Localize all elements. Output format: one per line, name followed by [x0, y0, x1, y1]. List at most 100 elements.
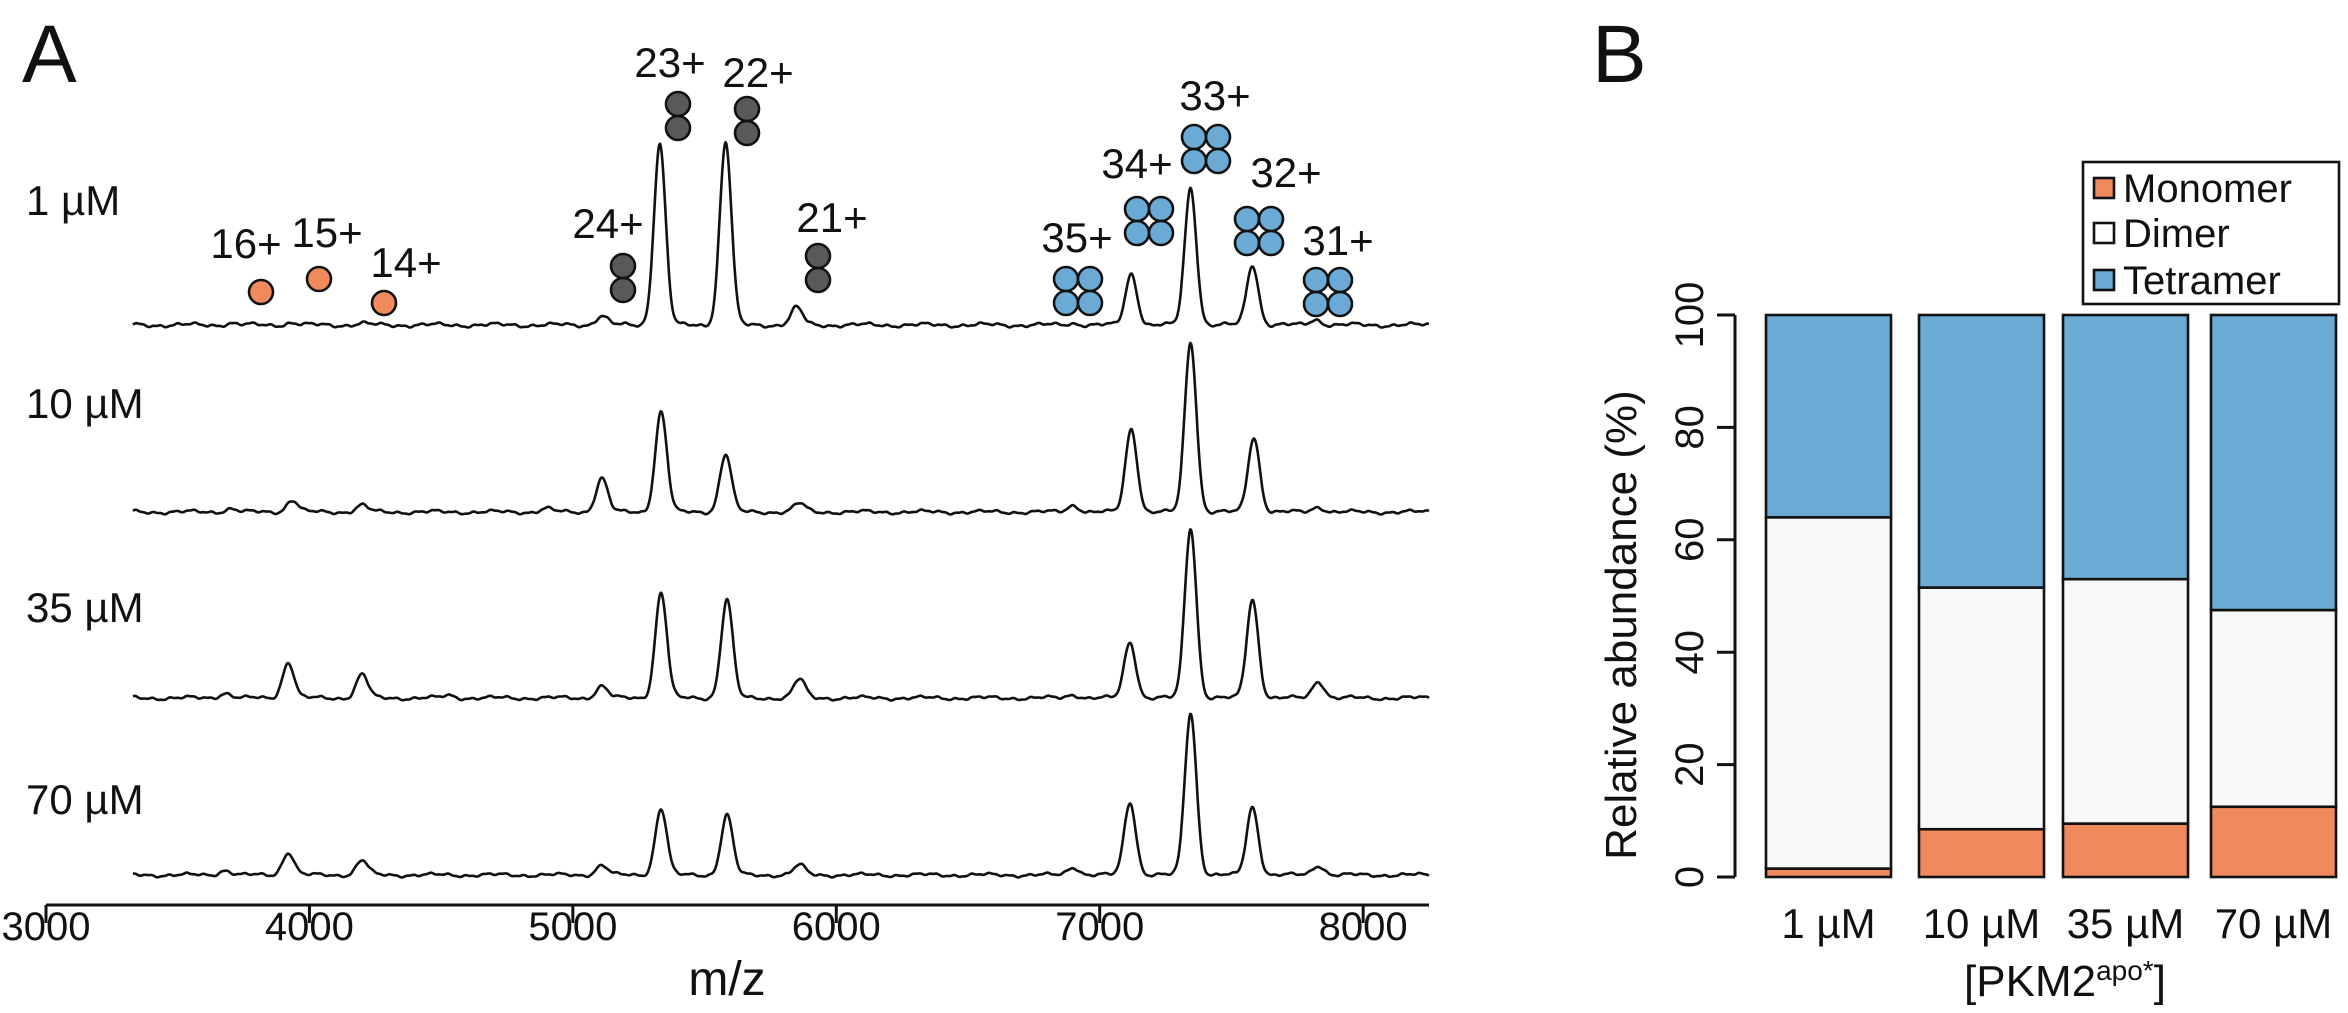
- charge-label-22: 22+: [722, 49, 793, 96]
- bar-1-m: 1 µM: [1764, 313, 1893, 947]
- bar-segment-70-m-tetramer: [2209, 313, 2338, 612]
- legend-box: [2081, 160, 2341, 306]
- monomer-glyph-icon: [305, 265, 333, 293]
- annotation-24: 24+: [572, 200, 644, 304]
- annotation-16: 16+: [210, 220, 282, 306]
- category-label-35-m: 35 µM: [2067, 900, 2185, 947]
- x-tick-label-6000: 6000: [792, 905, 881, 949]
- bar-segment-70-m-monomer: [2209, 805, 2338, 879]
- spectrum-traces: [132, 140, 1430, 879]
- tetramer-glyph-icon: [1052, 265, 1104, 317]
- monomer-glyph-icon: [370, 289, 398, 317]
- charge-label-35: 35+: [1041, 214, 1112, 261]
- bar-segment-10-m-tetramer: [1917, 313, 2046, 589]
- monomer-glyph-icon: [247, 278, 275, 306]
- mz-axis: 3000 4000 5000 6000 7000 8000: [2, 903, 1429, 949]
- x-tick-label-8000: 8000: [1319, 905, 1408, 949]
- tetramer-glyph-icon: [1123, 195, 1175, 247]
- annotation-31: 31+: [1302, 217, 1374, 318]
- charge-label-16: 16+: [210, 220, 281, 267]
- bar-segment-10-m-monomer: [1917, 827, 2046, 879]
- trace-labels: 1 µM 10 µM 35 µM 70 µM: [26, 177, 144, 823]
- dimer-glyph-icon: [804, 242, 832, 294]
- spectrum-trace-70-m: [132, 712, 1430, 879]
- bar-segment-70-m-dimer: [2209, 608, 2338, 809]
- charge-label-14: 14+: [370, 239, 441, 286]
- x-axis-title-b: [PKM2apo*]: [1964, 955, 2166, 1006]
- legend-label-dimer: Dimer: [2123, 212, 2230, 256]
- annotation-32: 32+: [1233, 149, 1322, 257]
- x-tick-label-4000: 4000: [265, 905, 354, 949]
- panel-label-b: B: [1592, 9, 1647, 100]
- bar-segment-1-m-tetramer: [1764, 313, 1893, 519]
- y-tick-label-60: 60: [1668, 518, 1712, 563]
- spectrum-trace-35-m: [132, 528, 1430, 702]
- abundance-axes: 0 20 40 60 80 100: [1668, 282, 1737, 888]
- annotation-22: 22+: [722, 49, 794, 147]
- bar-70-m: 70 µM: [2209, 313, 2338, 947]
- stacked-bars: 1 µM 10 µM 35 µM 70 µM: [1764, 313, 2338, 947]
- dimer-glyph-icon: [664, 90, 692, 142]
- annotation-14: 14+: [370, 239, 442, 317]
- bar-segment-1-m-dimer: [1764, 516, 1893, 870]
- charge-label-23: 23+: [634, 39, 705, 86]
- annotation-33: 33+: [1179, 72, 1251, 175]
- trace-label-35-m: 35 µM: [26, 584, 144, 631]
- charge-label-34: 34+: [1101, 140, 1172, 187]
- annotation-34: 34+: [1101, 140, 1175, 247]
- legend-swatch-monomer: [2092, 176, 2116, 200]
- tetramer-glyph-icon: [1302, 266, 1354, 318]
- annotation-21: 21+: [796, 194, 868, 294]
- x-tick-label-7000: 7000: [1055, 905, 1144, 949]
- charge-label-32: 32+: [1250, 149, 1321, 196]
- charge-label-33: 33+: [1179, 72, 1250, 119]
- tetramer-glyph-icon: [1180, 123, 1232, 175]
- spectrum-trace-10-m: [132, 341, 1430, 516]
- trace-label-70-m: 70 µM: [26, 776, 144, 823]
- dimer-glyph-icon: [733, 95, 761, 147]
- trace-label-10-m: 10 µM: [26, 380, 144, 427]
- annotation-35: 35+: [1041, 214, 1113, 317]
- y-tick-label-80: 80: [1668, 405, 1712, 450]
- mass-spectra-panel: 1 µM 10 µM 35 µM 70 µM 16+ 15+14+ 24+ 23+ 22+ 21…: [2, 39, 1430, 1006]
- category-label-70-m: 70 µM: [2215, 900, 2333, 947]
- abundance-bar-panel: 1 µM 10 µM 35 µM 70 µM 0 20 40 60 80 100 Monomer…: [1597, 160, 2341, 1006]
- legend-label-monomer: Monomer: [2123, 167, 2292, 211]
- category-label-1-m: 1 µM: [1781, 900, 1875, 947]
- legend-swatch-tetramer: [2092, 268, 2116, 292]
- bar-segment-10-m-dimer: [1917, 586, 2046, 831]
- x-axis-title: m/z: [688, 953, 765, 1006]
- charge-state-annotations: 16+ 15+14+ 24+ 23+ 22+ 21+ 35+ 34+33+32+ 31+: [210, 39, 1374, 318]
- charge-label-24: 24+: [572, 200, 643, 247]
- category-label-10-m: 10 µM: [1923, 900, 2041, 947]
- x-axis-title-main: [PKM2: [1964, 957, 2096, 1006]
- x-axis-title-superscript: apo*: [2096, 955, 2154, 986]
- charge-label-31: 31+: [1302, 217, 1373, 264]
- y-tick-label-0: 0: [1668, 866, 1712, 888]
- y-tick-label-40: 40: [1668, 630, 1712, 675]
- x-tick-label-3000: 3000: [2, 905, 91, 949]
- panel-label-a: A: [22, 9, 77, 100]
- y-axis-title: Relative abundance (%): [1597, 390, 1646, 860]
- bar-35-m: 35 µM: [2061, 313, 2190, 947]
- charge-label-15: 15+: [291, 209, 362, 256]
- tetramer-glyph-icon: [1233, 205, 1285, 257]
- x-tick-label-5000: 5000: [528, 905, 617, 949]
- bar-segment-35-m-dimer: [2061, 577, 2190, 825]
- annotation-23: 23+: [634, 39, 706, 142]
- spectrum-trace-1-m: [132, 140, 1430, 329]
- annotation-15: 15+: [291, 209, 363, 293]
- legend-label-tetramer: Tetramer: [2123, 259, 2281, 303]
- y-tick-label-20: 20: [1668, 742, 1712, 787]
- dimer-glyph-icon: [609, 252, 637, 304]
- bar-10-m: 10 µM: [1917, 313, 2046, 947]
- bar-segment-35-m-tetramer: [2061, 313, 2190, 581]
- trace-label-1-m: 1 µM: [26, 177, 120, 224]
- y-tick-label-100: 100: [1668, 282, 1712, 349]
- charge-label-21: 21+: [796, 194, 867, 241]
- x-axis-title-end: ]: [2154, 957, 2166, 1006]
- legend-swatch-dimer: [2092, 221, 2116, 245]
- bar-segment-35-m-monomer: [2061, 822, 2190, 879]
